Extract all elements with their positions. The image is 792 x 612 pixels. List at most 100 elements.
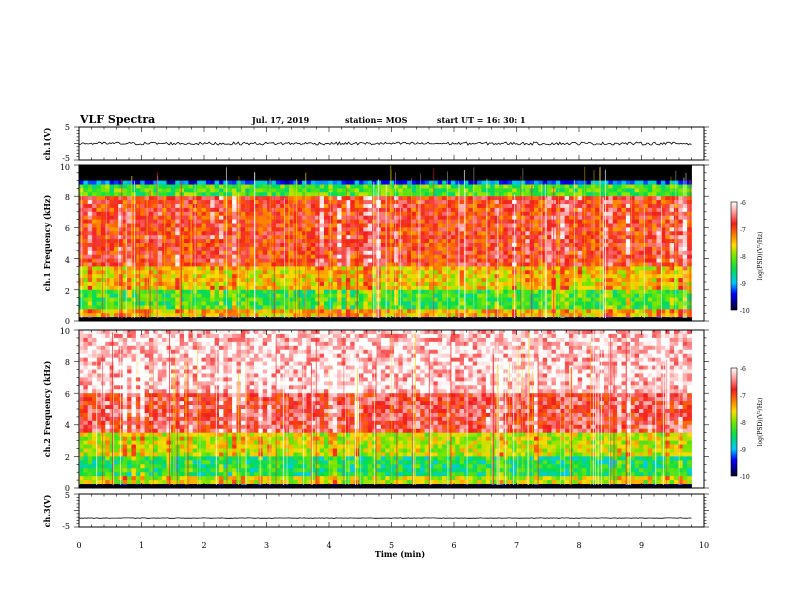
ch1-spectro-cell	[262, 309, 268, 314]
ch1-spectro-cell	[254, 207, 259, 213]
ch1-spectro-cell	[424, 313, 430, 318]
ch1-spectro-cell	[157, 165, 163, 170]
ch1-spectro-cell	[127, 313, 132, 318]
ch1-spectro-cell	[407, 266, 412, 271]
ch1-spectro-cell	[254, 297, 259, 302]
ch1-spectro-cell	[210, 282, 216, 287]
ch1-spectro-cell	[350, 211, 356, 217]
ch1-spectro-cell	[560, 176, 566, 181]
ch1-spectro-cell	[547, 266, 552, 271]
ch1-spectro-cell	[595, 239, 601, 244]
ch1-spectro-cell	[507, 204, 513, 209]
ch1-spectro-cell	[87, 211, 93, 217]
ch1-spectro-cell	[363, 293, 369, 298]
ch1-spectro-cell	[429, 246, 434, 252]
ch1-spectro-cell	[429, 285, 434, 291]
ch1-spectro-cell	[520, 196, 526, 201]
ch1-spectro-cell	[477, 215, 482, 220]
ch1-spectro-cell	[573, 250, 579, 256]
ch1-spectro-cell	[214, 305, 220, 310]
ch1-spectro-cell	[83, 278, 89, 283]
ch1-spectro-cell	[429, 293, 434, 298]
ch1-spectro-cell	[122, 172, 128, 178]
ch1-spectro-cell	[157, 196, 163, 201]
ch1-spectro-cell	[114, 188, 119, 193]
ch1-spectro-cell	[105, 219, 111, 224]
ch1-spectro-cell	[179, 172, 185, 178]
ch1-spectro-cell	[494, 235, 500, 240]
ch1-spectro-cell	[411, 262, 417, 267]
ch1-spectro-cell	[599, 227, 605, 232]
ch1-spectro-cell	[293, 246, 299, 252]
ch1-spectro-cell	[118, 172, 124, 178]
ch1-spectro-cell	[135, 278, 141, 283]
ch1-spectro-cell	[223, 254, 229, 259]
ch1-spectro-cell	[262, 239, 268, 244]
ch1-spectro-cell	[595, 246, 601, 252]
ch1-spectro-cell	[249, 196, 255, 201]
ch1-spectro-cell	[210, 309, 216, 314]
ch1-spectro-cell	[105, 278, 111, 283]
ch1-spectro-cell	[258, 227, 264, 232]
ch1-spectro-cell	[240, 274, 246, 279]
ch1-spectro-cell	[345, 176, 351, 181]
ch1-spectro-cell	[402, 305, 408, 310]
ch1-spectro-cell	[184, 231, 189, 236]
ch1-spectro-cell	[135, 184, 141, 189]
ch1-spectro-cell	[564, 258, 570, 263]
ch1-spectro-cell	[332, 188, 338, 193]
ch1-spectro-cell	[254, 266, 259, 271]
ch1-spectro-cell	[341, 204, 347, 209]
ch1-spectro-cell	[289, 285, 294, 291]
ch1-spectro-cell	[442, 246, 447, 252]
ch1-spectro-cell	[262, 180, 268, 185]
ch1-spectro-cell	[118, 289, 124, 295]
ch1-spectro-cell	[197, 293, 202, 298]
ch1-spectro-cell	[79, 254, 84, 259]
ch1-spectro-cell	[573, 165, 579, 170]
ch1-spectro-cell	[170, 227, 176, 232]
ch1-spectro-cell	[219, 231, 224, 236]
ch1-spectro-cell	[477, 293, 482, 298]
ch1-spectro-cell	[385, 200, 391, 205]
ch1-spectro-cell	[380, 165, 386, 170]
ch1-spectro-cell	[433, 188, 439, 193]
ch1-spectro-cell	[315, 188, 321, 193]
ch1-spectro-cell	[210, 289, 216, 295]
ch1-spectro-cell	[472, 313, 478, 318]
ch1-spectro-cell	[306, 305, 312, 310]
ch1-spectro-cell	[262, 227, 268, 232]
ch1-spectro-cell	[166, 282, 172, 287]
ch1-spectro-cell	[310, 250, 316, 256]
ch1-spectro-cell	[385, 235, 391, 240]
ch1-spectro-cell	[520, 301, 526, 306]
ch1-spectro-cell	[564, 246, 570, 252]
ch1-spectro-cell	[429, 258, 434, 263]
ch1-spectro-cell	[149, 215, 154, 220]
ch1-spectro-cell	[315, 254, 321, 259]
ch1-spectro-cell	[433, 289, 439, 295]
ch1-spectro-cell	[227, 172, 233, 178]
ch1-spectro-cell	[363, 239, 369, 244]
ch1-spectro-cell	[214, 200, 220, 205]
ch1-spectro-cell	[372, 235, 377, 240]
ch1-spectro-cell	[394, 200, 399, 205]
ch1-spectro-cell	[573, 305, 579, 310]
ch1-spectro-cell	[389, 282, 395, 287]
ch1-spectro-cell	[175, 262, 181, 267]
ch1-spectro-cell	[516, 211, 522, 217]
ch1-spectro-cell	[363, 250, 369, 256]
ch1-spectro-cell	[385, 184, 391, 189]
ch1-spectro-cell	[573, 243, 579, 248]
ch1-spectro-cell	[442, 254, 447, 259]
ch1-spectro-cell	[420, 168, 426, 174]
ch1-spectro-cell	[420, 289, 426, 295]
ch1-spectro-cell	[170, 254, 176, 259]
ch1-spectro-cell	[398, 192, 404, 197]
ch1-spectro-cell	[324, 172, 329, 178]
ch1-spectro-cell	[319, 204, 325, 209]
ch1-spectro-cell	[385, 219, 391, 224]
ch1-spectro-cell	[389, 254, 395, 259]
ch1-spectro-cell	[79, 243, 84, 248]
ch1-spectro-cell	[446, 258, 452, 263]
